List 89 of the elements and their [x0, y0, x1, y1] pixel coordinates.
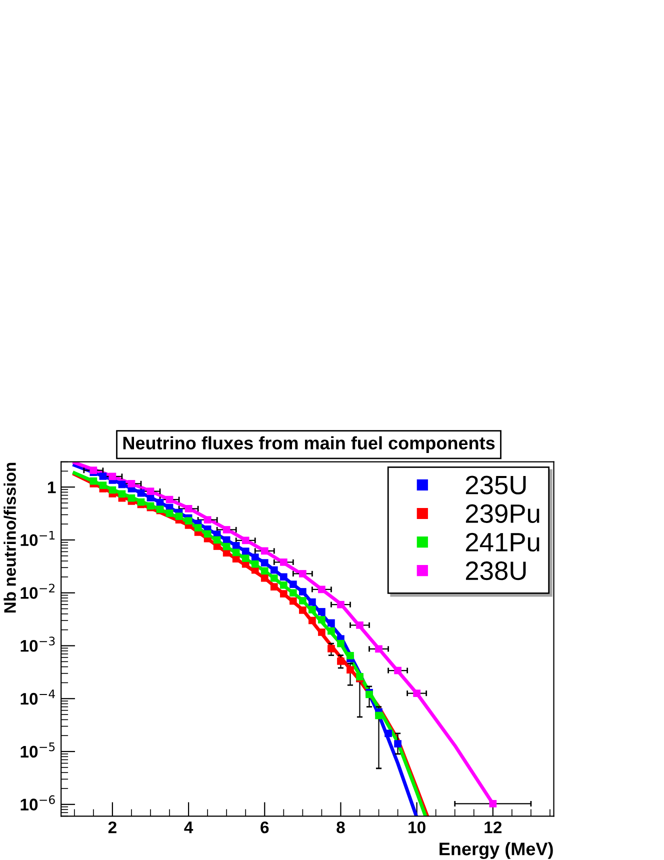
- point: [128, 480, 136, 488]
- point: [260, 559, 268, 566]
- point: [318, 586, 326, 594]
- point: [260, 574, 268, 582]
- point: [299, 588, 306, 596]
- point: [337, 658, 344, 665]
- point: [251, 554, 259, 561]
- point: [308, 616, 316, 624]
- x-tick-label: 12: [484, 821, 502, 834]
- point: [384, 730, 392, 738]
- x-tick-label: 4: [184, 822, 194, 834]
- point: [337, 600, 344, 608]
- y-tick-label: 10$^{−1}$: [20, 530, 55, 546]
- point: [394, 740, 402, 748]
- point: [184, 517, 192, 524]
- legend-label: 241Pu: [466, 532, 540, 552]
- point: [289, 589, 297, 597]
- point: [270, 566, 278, 574]
- point: [90, 477, 98, 485]
- x-tick-label: 2: [108, 821, 116, 834]
- point: [128, 494, 136, 502]
- point: [375, 712, 382, 720]
- x-axis-title: Energy (MeV): [440, 842, 553, 860]
- y-tick-label: 10$^{−4}$: [20, 690, 55, 705]
- point: [318, 616, 326, 624]
- point: [280, 581, 288, 589]
- point: [232, 548, 240, 556]
- point: [99, 482, 107, 489]
- point: [222, 526, 230, 534]
- point: [99, 472, 107, 480]
- point: [375, 645, 382, 653]
- point: [356, 621, 364, 629]
- point: [413, 690, 420, 697]
- point: [222, 542, 230, 550]
- point: [318, 628, 326, 636]
- point: [289, 597, 297, 605]
- point: [232, 542, 240, 550]
- point: [308, 598, 316, 606]
- point: [146, 488, 154, 496]
- point: [213, 536, 221, 544]
- point: [137, 498, 145, 506]
- point: [299, 597, 306, 604]
- y-tick-label: 10$^{−2}$: [20, 584, 54, 599]
- y-axis-title: Nb neutrino/fission: [4, 462, 16, 613]
- x-tick-label: 10: [408, 821, 426, 834]
- chart-title: Neutrino fluxes from main fuel components: [123, 436, 495, 454]
- point: [251, 560, 259, 568]
- point: [222, 536, 230, 544]
- point: [242, 536, 250, 544]
- point: [394, 666, 402, 674]
- x-tick-label: 8: [336, 821, 345, 834]
- point: [346, 652, 354, 660]
- point: [184, 505, 192, 512]
- point: [175, 512, 183, 520]
- point: [204, 530, 212, 538]
- point: [318, 608, 326, 616]
- point: [289, 580, 297, 588]
- point: [280, 590, 288, 598]
- legend-label: 238U: [466, 561, 526, 580]
- point: [260, 567, 268, 575]
- point: [166, 496, 174, 504]
- point: [280, 558, 288, 566]
- point: [328, 619, 335, 627]
- point: [337, 640, 344, 648]
- point: [118, 490, 126, 498]
- point: [489, 800, 497, 808]
- point: [270, 574, 278, 582]
- point: [328, 627, 335, 635]
- point: [260, 547, 268, 555]
- x-tick-label: 6: [260, 821, 269, 834]
- point: [299, 570, 306, 578]
- point: [346, 666, 354, 674]
- point: [270, 583, 278, 590]
- point: [204, 516, 212, 524]
- y-tick-label: 10$^{−6}$: [20, 795, 55, 810]
- y-tick-label: 10$^{−3}$: [20, 636, 55, 652]
- point: [194, 524, 202, 532]
- legend-label: 235U: [466, 476, 526, 494]
- point: [280, 573, 288, 581]
- point: [108, 486, 116, 494]
- point: [308, 606, 316, 614]
- point: [328, 644, 335, 652]
- point: [108, 472, 116, 480]
- y-tick-label: 10$^{−5}$: [20, 742, 55, 758]
- y-tick-label: 1: [48, 482, 56, 494]
- point: [242, 554, 250, 562]
- point: [242, 548, 250, 555]
- point: [299, 606, 306, 614]
- legend-label: 239Pu: [466, 504, 540, 523]
